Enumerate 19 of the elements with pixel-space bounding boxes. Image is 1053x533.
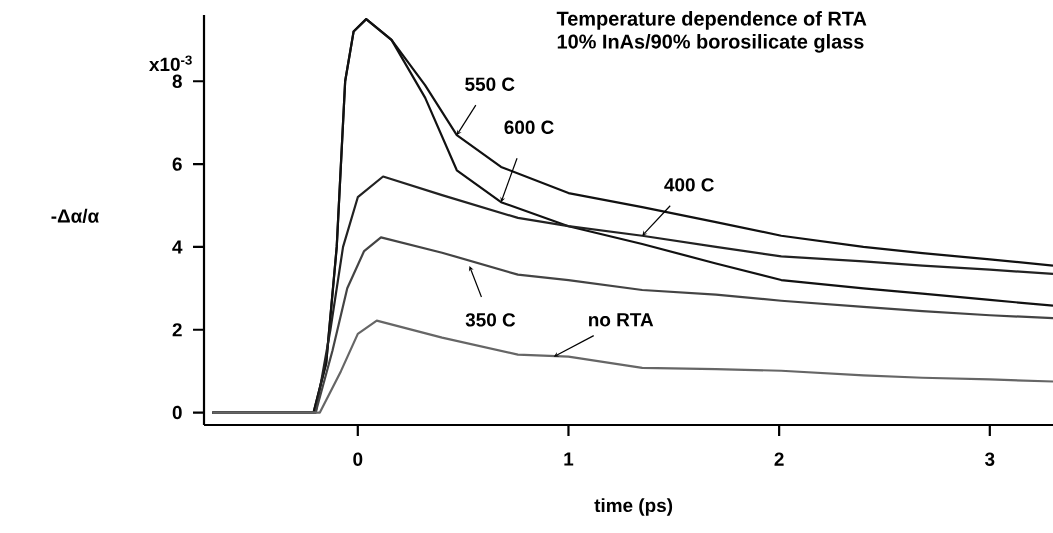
y-axis-title: -Δα/α [51, 208, 99, 223]
text: x10$^{-3}$ [149, 55, 192, 72]
y-tick-label: 4 [172, 240, 183, 254]
y-tick-label: 8 [172, 74, 182, 88]
annotation: 550 C [465, 77, 515, 91]
annotation: 600 C [504, 120, 554, 134]
annotation: 350 C [465, 313, 516, 327]
y-tick-label: 0 [172, 405, 182, 420]
text: 10% InAs/90% borosilicate glass [557, 34, 864, 53]
chart-title: Temperature dependence of RTA [556, 11, 867, 30]
x-tick-label: 1 [564, 452, 574, 466]
x-axis-title: time (ps) [594, 498, 673, 516]
x-tick-label: 2 [774, 452, 784, 466]
x-tick-label: 3 [984, 452, 995, 466]
annotation: 400 C [664, 178, 714, 192]
y-tick-label: 2 [172, 323, 182, 337]
x-tick-label: 0 [353, 452, 363, 466]
annotation: no RTA [589, 313, 654, 327]
y-tick-label: 6 [172, 157, 182, 171]
